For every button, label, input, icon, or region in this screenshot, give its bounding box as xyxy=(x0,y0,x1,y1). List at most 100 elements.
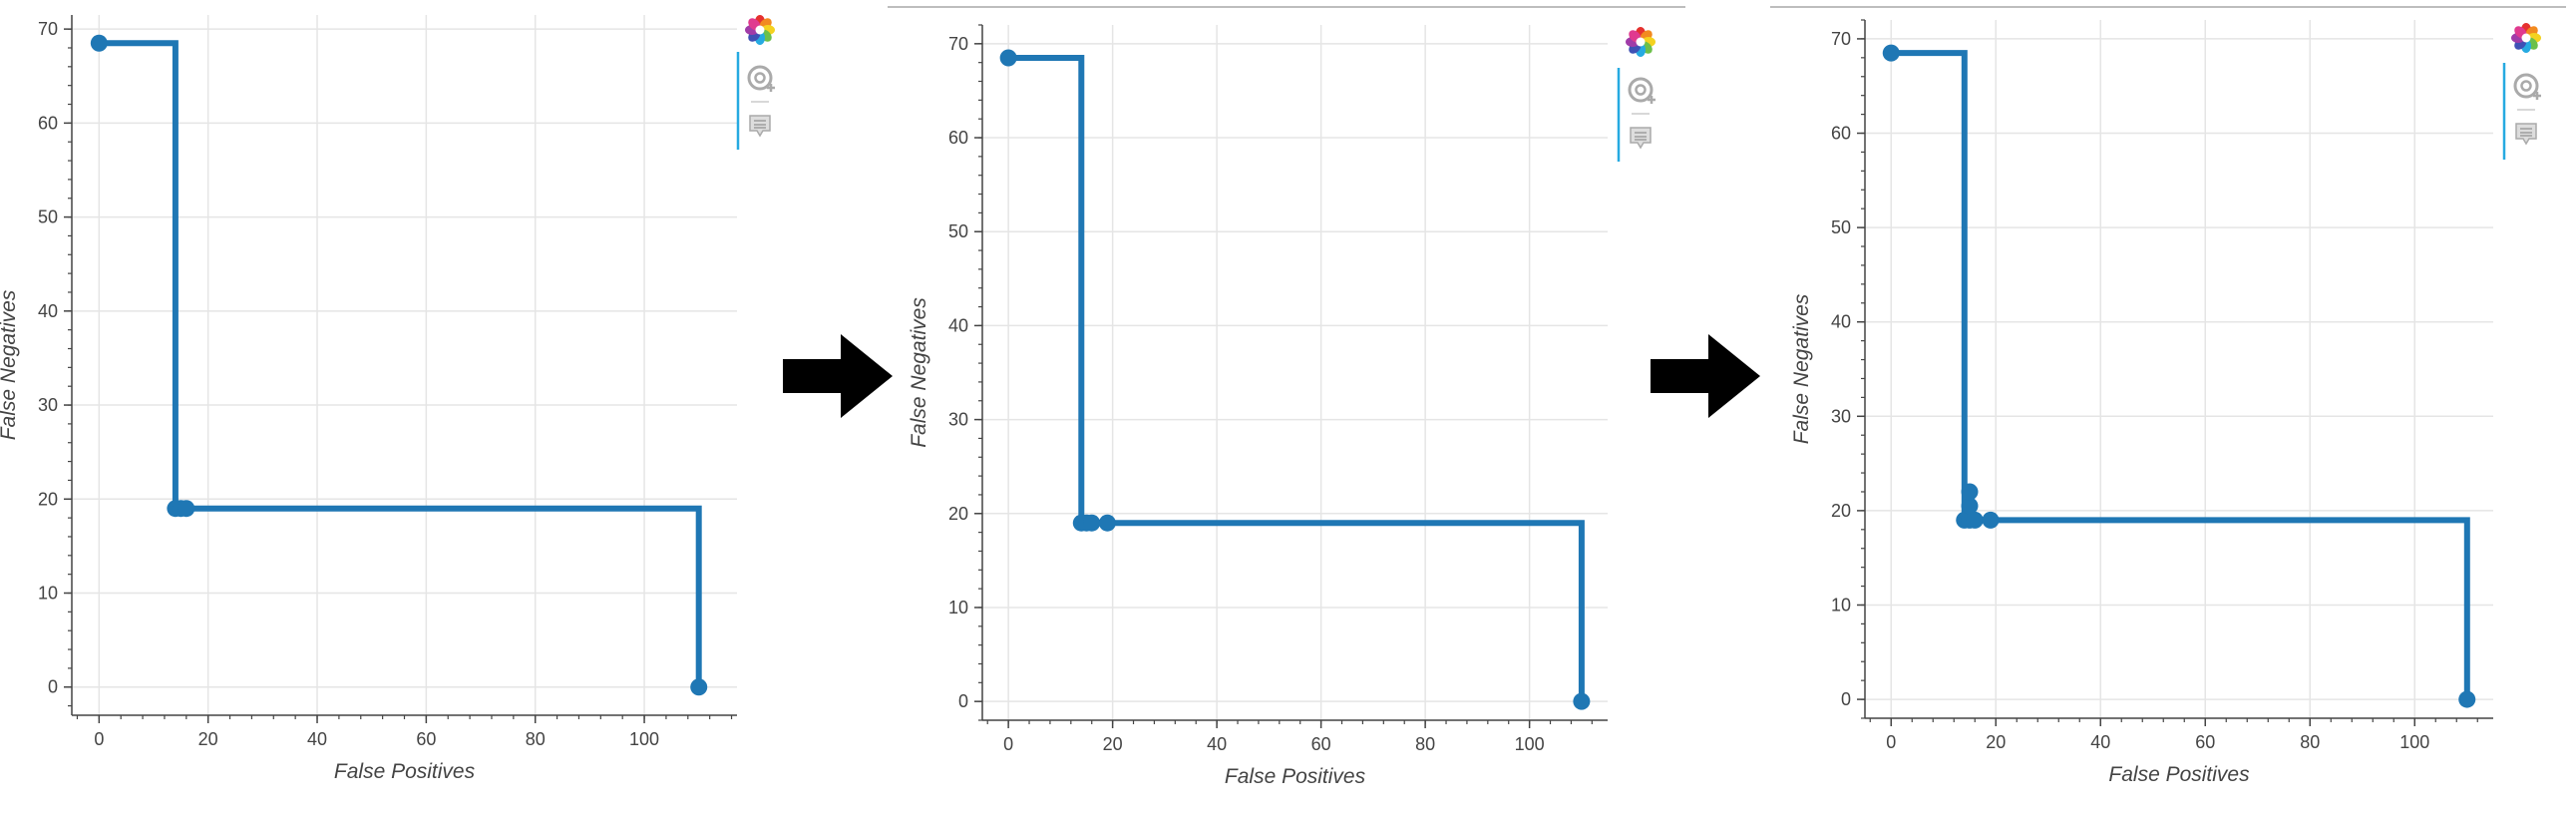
x-tick-label: 0 xyxy=(1003,734,1013,754)
y-tick-label: 60 xyxy=(38,113,58,133)
y-tick-label: 10 xyxy=(948,598,968,617)
x-axis-title: False Positives xyxy=(334,760,476,783)
y-tick-label: 60 xyxy=(948,128,968,148)
zoom-inner xyxy=(754,72,766,84)
x-tick-label: 40 xyxy=(307,729,327,749)
data-point xyxy=(690,678,708,696)
chart-panel-2: 0 20 40 60 80 100 0 10 20 30 40 50 60 70 False Positiv… xyxy=(888,0,1695,808)
x-tick-label: 20 xyxy=(198,729,218,749)
data-point xyxy=(1961,483,1979,501)
y-tick-label: 40 xyxy=(948,315,968,335)
minor-ticks xyxy=(68,28,733,719)
x-tick-label: 0 xyxy=(94,729,104,749)
y-tick-label: 70 xyxy=(948,34,968,54)
x-tick-label: 100 xyxy=(1515,734,1545,754)
wheel-zoom-icon[interactable] xyxy=(2513,73,2541,100)
zoom-ring xyxy=(747,65,773,91)
y-tick-label: 40 xyxy=(1831,312,1851,332)
chart-svg: 0 20 40 60 80 100 0 10 20 30 40 50 60 70 False Positiv… xyxy=(1770,6,2566,786)
data-point xyxy=(178,500,195,518)
bokeh-logo-icon[interactable] xyxy=(2511,23,2541,53)
right-arrow-icon xyxy=(783,334,893,418)
hover-tooltip-icon[interactable] xyxy=(1630,127,1652,150)
y-tick-label: 0 xyxy=(1841,689,1851,709)
y-tick-label: 30 xyxy=(38,395,58,415)
y-tick-label: 50 xyxy=(1831,217,1851,237)
logo-center xyxy=(2521,33,2531,43)
tooltip-bubble xyxy=(2515,123,2537,146)
arrow-shape xyxy=(1651,334,1760,418)
x-tick-label: 20 xyxy=(1103,734,1123,754)
y-tick-label: 20 xyxy=(38,489,58,509)
toolbar xyxy=(1617,27,1656,162)
bokeh-logo-icon[interactable] xyxy=(745,15,775,45)
x-tick-label: 40 xyxy=(2090,732,2110,752)
zoom-ring xyxy=(1628,77,1654,103)
arrow-shape xyxy=(783,334,893,418)
hover-tooltip-icon[interactable] xyxy=(2515,123,2537,146)
y-tick-label: 70 xyxy=(38,19,58,39)
y-tick-label: 0 xyxy=(958,691,968,711)
y-tick-label: 10 xyxy=(1831,595,1851,615)
y-tick-label: 20 xyxy=(948,504,968,524)
hover-tooltip-icon[interactable] xyxy=(749,115,771,138)
y-tick-label: 60 xyxy=(1831,124,1851,144)
data-point xyxy=(1961,497,1979,515)
x-tick-label: 100 xyxy=(2399,732,2429,752)
x-tick-label: 60 xyxy=(2195,732,2215,752)
x-axis-title: False Positives xyxy=(1225,765,1366,788)
x-tick-label: 60 xyxy=(416,729,436,749)
wheel-zoom-icon[interactable] xyxy=(747,65,775,92)
data-point xyxy=(1098,514,1116,532)
y-tick-label: 50 xyxy=(948,221,968,241)
data-point xyxy=(90,34,108,52)
x-tick-label: 20 xyxy=(1986,732,2006,752)
logo-center xyxy=(1636,37,1646,47)
y-tick-label: 30 xyxy=(948,410,968,430)
tooltip-bubble xyxy=(749,115,771,138)
y-tick-label: 70 xyxy=(1831,29,1851,49)
wheel-zoom-icon[interactable] xyxy=(1628,77,1656,104)
tooltip-bubble xyxy=(1630,127,1652,150)
chart-svg: 0 20 40 60 80 100 0 10 20 30 40 50 60 70 False Positiv… xyxy=(0,15,775,783)
data-point xyxy=(1966,511,1984,529)
y-axis-title: False Negatives xyxy=(0,289,20,440)
x-tick-label: 0 xyxy=(1886,732,1896,752)
x-tick-label: 60 xyxy=(1311,734,1331,754)
series-line xyxy=(1008,55,1585,702)
x-tick-label: 80 xyxy=(526,729,546,749)
data-point xyxy=(2458,690,2476,708)
right-arrow-icon xyxy=(783,334,893,424)
data-point xyxy=(1083,514,1101,532)
data-point xyxy=(999,49,1017,67)
y-tick-label: 0 xyxy=(48,677,58,697)
grid-lines xyxy=(982,25,1608,720)
chart-svg: 0 20 40 60 80 100 0 10 20 30 40 50 60 70 False Positiv… xyxy=(888,6,1685,788)
chart-panel-1: 0 20 40 60 80 100 0 10 20 30 40 50 60 70 False Positiv… xyxy=(0,0,788,788)
y-tick-label: 40 xyxy=(38,301,58,321)
x-tick-label: 100 xyxy=(629,729,659,749)
x-tick-label: 80 xyxy=(1415,734,1435,754)
minor-ticks xyxy=(1861,19,2478,722)
y-tick-label: 50 xyxy=(38,207,58,227)
x-tick-label: 40 xyxy=(1207,734,1227,754)
logo-center xyxy=(755,25,765,35)
y-tick-label: 30 xyxy=(1831,406,1851,426)
zoom-ring xyxy=(2513,73,2539,99)
data-point xyxy=(1982,511,2000,529)
y-axis-title: False Negatives xyxy=(908,297,930,448)
data-point xyxy=(1573,692,1591,710)
y-tick-label: 10 xyxy=(38,584,58,604)
series-line xyxy=(1891,50,2470,700)
minor-ticks xyxy=(978,24,1593,724)
series-line xyxy=(99,40,702,687)
right-arrow-icon xyxy=(1651,334,1760,424)
toolbar xyxy=(736,15,775,150)
chart-panel-3: 0 20 40 60 80 100 0 10 20 30 40 50 60 70 False Positiv… xyxy=(1770,0,2576,808)
bokeh-logo-icon[interactable] xyxy=(1626,27,1656,57)
data-point xyxy=(1882,44,1900,62)
zoom-inner xyxy=(1635,84,1647,96)
right-arrow-icon xyxy=(1651,334,1760,418)
toolbar xyxy=(2502,23,2541,160)
x-tick-label: 80 xyxy=(2300,732,2320,752)
